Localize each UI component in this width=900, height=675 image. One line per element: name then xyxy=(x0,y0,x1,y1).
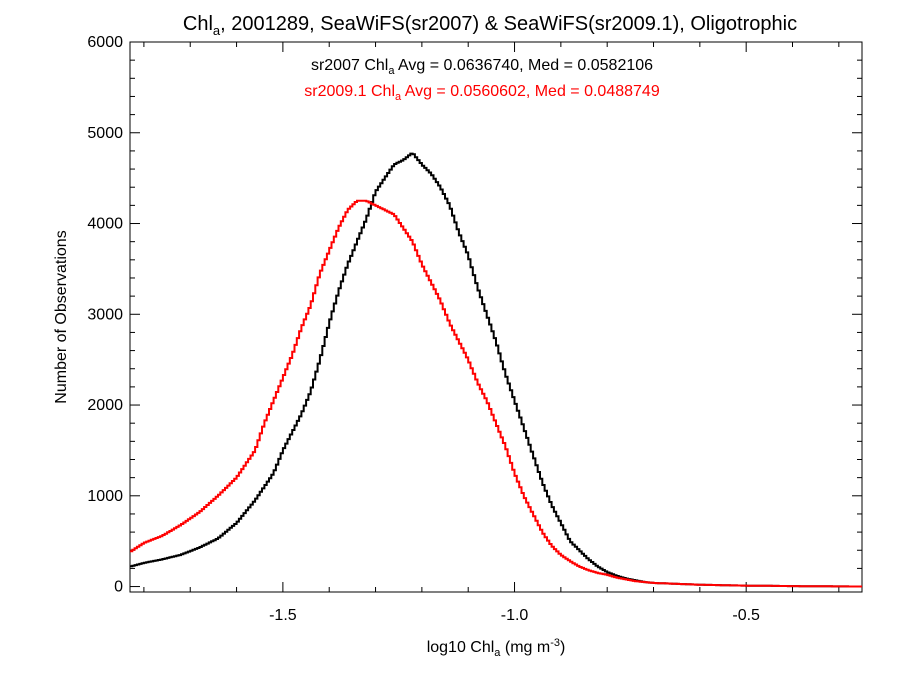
legend-sr2007: sr2007 Chla Avg = 0.0636740, Med = 0.058… xyxy=(311,57,653,77)
y-tick-label: 0 xyxy=(114,579,123,596)
title-subscript: a xyxy=(213,23,221,38)
legend-sr2009: sr2009.1 Chla Avg = 0.0560602, Med = 0.0… xyxy=(304,83,660,103)
title-text-post: , 2001289, SeaWiFS(sr2007) & SeaWiFS(sr2… xyxy=(220,13,797,35)
legend-sr2009-pre: sr2009.1 Chl xyxy=(304,83,395,100)
y-tick-label: 6000 xyxy=(87,34,123,51)
series-sr2007-histogram xyxy=(130,152,862,588)
x-label-mid: (mg m xyxy=(500,639,550,656)
series-layer xyxy=(130,152,862,588)
y-tick-label: 1000 xyxy=(87,488,123,505)
x-tick-label: -0.5 xyxy=(732,607,760,624)
x-label-subscript: a xyxy=(494,647,501,659)
x-axis-label: log10 Chla (mg m-3) xyxy=(427,637,566,659)
plot-frame xyxy=(129,41,863,593)
y-tick-label: 4000 xyxy=(87,216,123,233)
x-label-pre: log10 Chl xyxy=(427,639,495,656)
chart-title: Chla, 2001289, SeaWiFS(sr2007) & SeaWiFS… xyxy=(183,13,797,38)
x-tick-label: -1.0 xyxy=(501,607,529,624)
title-text-pre: Chl xyxy=(183,13,213,35)
x-axis: -1.5 -1.0 -0.5 xyxy=(143,42,840,624)
y-axis: 0 1000 2000 3000 4000 5000 6000 xyxy=(87,34,862,596)
legend-sr2009-post: Avg = 0.0560602, Med = 0.0488749 xyxy=(401,83,660,100)
y-tick-label: 2000 xyxy=(87,397,123,414)
legend-sr2009-subscript: a xyxy=(395,91,402,103)
x-label-post: ) xyxy=(560,639,565,656)
legend-sr2007-post: Avg = 0.0636740, Med = 0.0582106 xyxy=(394,57,653,74)
y-axis-label: Number of Observations xyxy=(53,230,70,403)
y-tick-label: 3000 xyxy=(87,306,123,323)
y-tick-label: 5000 xyxy=(87,125,123,142)
series-sr2009-1-histogram xyxy=(130,199,862,588)
x-tick-label: -1.5 xyxy=(269,607,297,624)
legend-sr2007-subscript: a xyxy=(388,65,395,77)
legend-sr2007-pre: sr2007 Chl xyxy=(311,57,388,74)
x-label-superscript: -3 xyxy=(550,637,560,649)
